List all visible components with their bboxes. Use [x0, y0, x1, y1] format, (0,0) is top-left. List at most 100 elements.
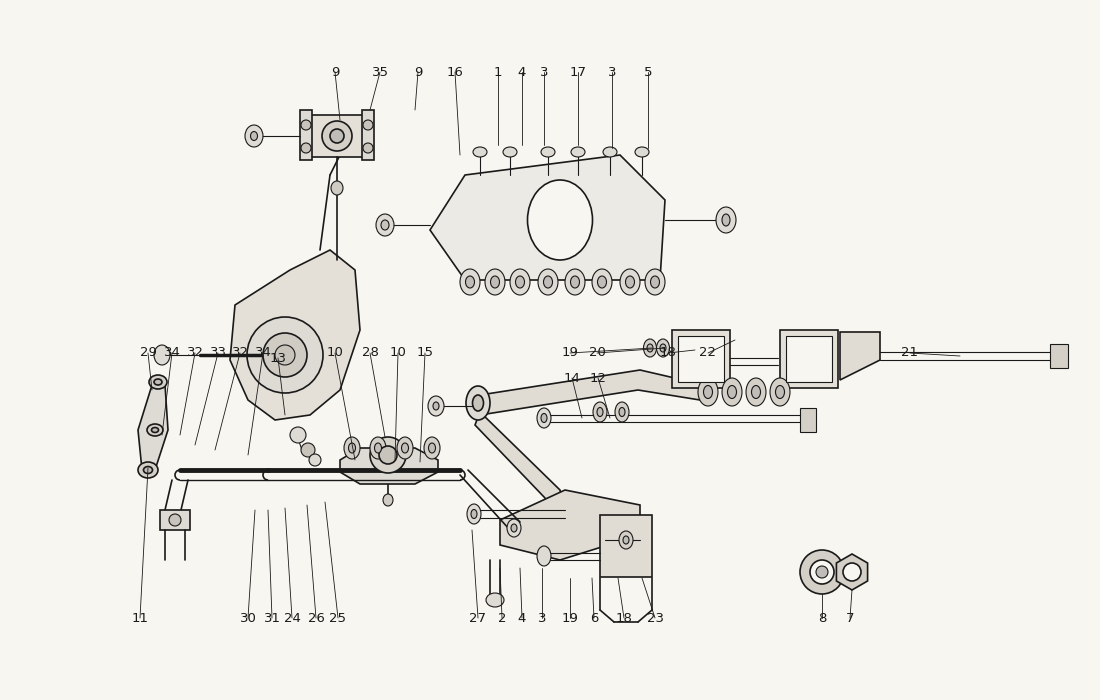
Text: 16: 16 [447, 66, 463, 78]
Ellipse shape [376, 214, 394, 236]
Circle shape [843, 563, 861, 581]
Text: 19: 19 [562, 346, 579, 360]
Ellipse shape [537, 408, 551, 428]
Text: 27: 27 [470, 612, 486, 624]
Ellipse shape [571, 147, 585, 157]
Text: 4: 4 [518, 66, 526, 78]
Text: 33: 33 [209, 346, 227, 360]
Ellipse shape [597, 407, 603, 416]
Ellipse shape [776, 386, 784, 398]
Text: 35: 35 [372, 66, 388, 78]
Ellipse shape [473, 147, 487, 157]
Circle shape [330, 129, 344, 143]
Text: 7: 7 [846, 612, 855, 624]
Ellipse shape [428, 396, 444, 416]
Ellipse shape [381, 220, 389, 230]
Ellipse shape [722, 378, 742, 406]
Text: 10: 10 [389, 346, 406, 360]
Text: 14: 14 [563, 372, 581, 384]
Circle shape [363, 143, 373, 153]
Ellipse shape [344, 437, 360, 459]
Ellipse shape [370, 437, 386, 459]
Ellipse shape [660, 344, 666, 352]
Ellipse shape [727, 386, 737, 398]
Ellipse shape [746, 378, 766, 406]
Ellipse shape [770, 378, 790, 406]
Ellipse shape [619, 531, 632, 549]
Ellipse shape [468, 504, 481, 524]
Circle shape [816, 566, 828, 578]
Text: 28: 28 [362, 346, 378, 360]
Circle shape [322, 121, 352, 151]
Text: 25: 25 [330, 612, 346, 624]
Bar [306, 115, 368, 157]
Ellipse shape [491, 276, 499, 288]
Polygon shape [430, 155, 666, 280]
Ellipse shape [650, 276, 660, 288]
Circle shape [800, 550, 844, 594]
Ellipse shape [571, 276, 580, 288]
Ellipse shape [565, 269, 585, 295]
Ellipse shape [503, 147, 517, 157]
Polygon shape [480, 370, 705, 415]
Ellipse shape [143, 466, 153, 473]
Ellipse shape [593, 402, 607, 422]
Text: 18: 18 [616, 612, 632, 624]
Ellipse shape [537, 546, 551, 566]
Circle shape [263, 333, 307, 377]
Ellipse shape [154, 379, 162, 385]
Text: 3: 3 [607, 66, 616, 78]
Polygon shape [840, 332, 880, 380]
Circle shape [290, 427, 306, 443]
Ellipse shape [592, 269, 612, 295]
Ellipse shape [473, 395, 484, 411]
Text: 24: 24 [284, 612, 300, 624]
Ellipse shape [538, 269, 558, 295]
Text: 6: 6 [590, 612, 598, 624]
Text: 15: 15 [417, 346, 433, 360]
Text: 3: 3 [538, 612, 547, 624]
Ellipse shape [485, 269, 505, 295]
Ellipse shape [429, 443, 436, 453]
Ellipse shape [147, 424, 163, 436]
Ellipse shape [620, 269, 640, 295]
Ellipse shape [460, 269, 480, 295]
Ellipse shape [644, 339, 657, 357]
Circle shape [370, 437, 406, 473]
Bar [362, 110, 374, 160]
Ellipse shape [543, 276, 552, 288]
Circle shape [301, 120, 311, 130]
Bar [786, 336, 832, 382]
Ellipse shape [704, 386, 713, 398]
Polygon shape [230, 250, 360, 420]
Ellipse shape [510, 269, 530, 295]
Ellipse shape [331, 181, 343, 195]
Text: 30: 30 [240, 612, 256, 624]
Ellipse shape [148, 375, 167, 389]
Ellipse shape [619, 407, 625, 416]
Ellipse shape [722, 214, 730, 226]
Ellipse shape [541, 414, 547, 423]
Polygon shape [138, 385, 168, 470]
Text: 32: 32 [231, 346, 249, 360]
Ellipse shape [541, 147, 556, 157]
Text: 29: 29 [140, 346, 156, 360]
Bar [672, 330, 730, 388]
Ellipse shape [349, 443, 355, 453]
Circle shape [301, 143, 311, 153]
Ellipse shape [528, 180, 593, 260]
Circle shape [301, 443, 315, 457]
Ellipse shape [507, 519, 521, 537]
Bar [160, 510, 190, 530]
Text: 21: 21 [902, 346, 918, 360]
Ellipse shape [465, 276, 474, 288]
Ellipse shape [152, 428, 158, 433]
Text: 26: 26 [308, 612, 324, 624]
Ellipse shape [603, 147, 617, 157]
Ellipse shape [433, 402, 439, 410]
Polygon shape [475, 412, 572, 550]
Ellipse shape [615, 402, 629, 422]
Text: 1: 1 [494, 66, 503, 78]
Text: 9: 9 [414, 66, 422, 78]
Ellipse shape [424, 437, 440, 459]
